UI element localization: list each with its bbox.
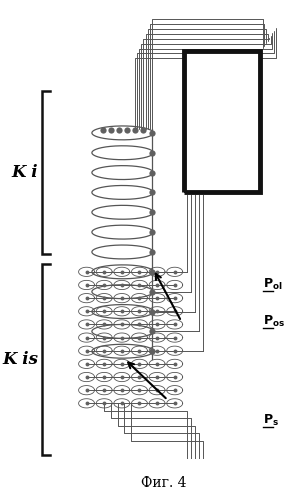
Text: K i: K i — [12, 164, 39, 181]
Text: $\mathbf{P}$$\mathbf{_{s}}$: $\mathbf{P}$$\mathbf{_{s}}$ — [263, 413, 279, 428]
Text: Фиг. 4: Фиг. 4 — [141, 476, 187, 490]
Text: K is: K is — [2, 351, 39, 368]
Text: $\mathbf{P}$$\mathbf{_{os}}$: $\mathbf{P}$$\mathbf{_{os}}$ — [263, 314, 285, 329]
Text: $\mathbf{P}$$\mathbf{_{ol}}$: $\mathbf{P}$$\mathbf{_{ol}}$ — [263, 276, 283, 292]
